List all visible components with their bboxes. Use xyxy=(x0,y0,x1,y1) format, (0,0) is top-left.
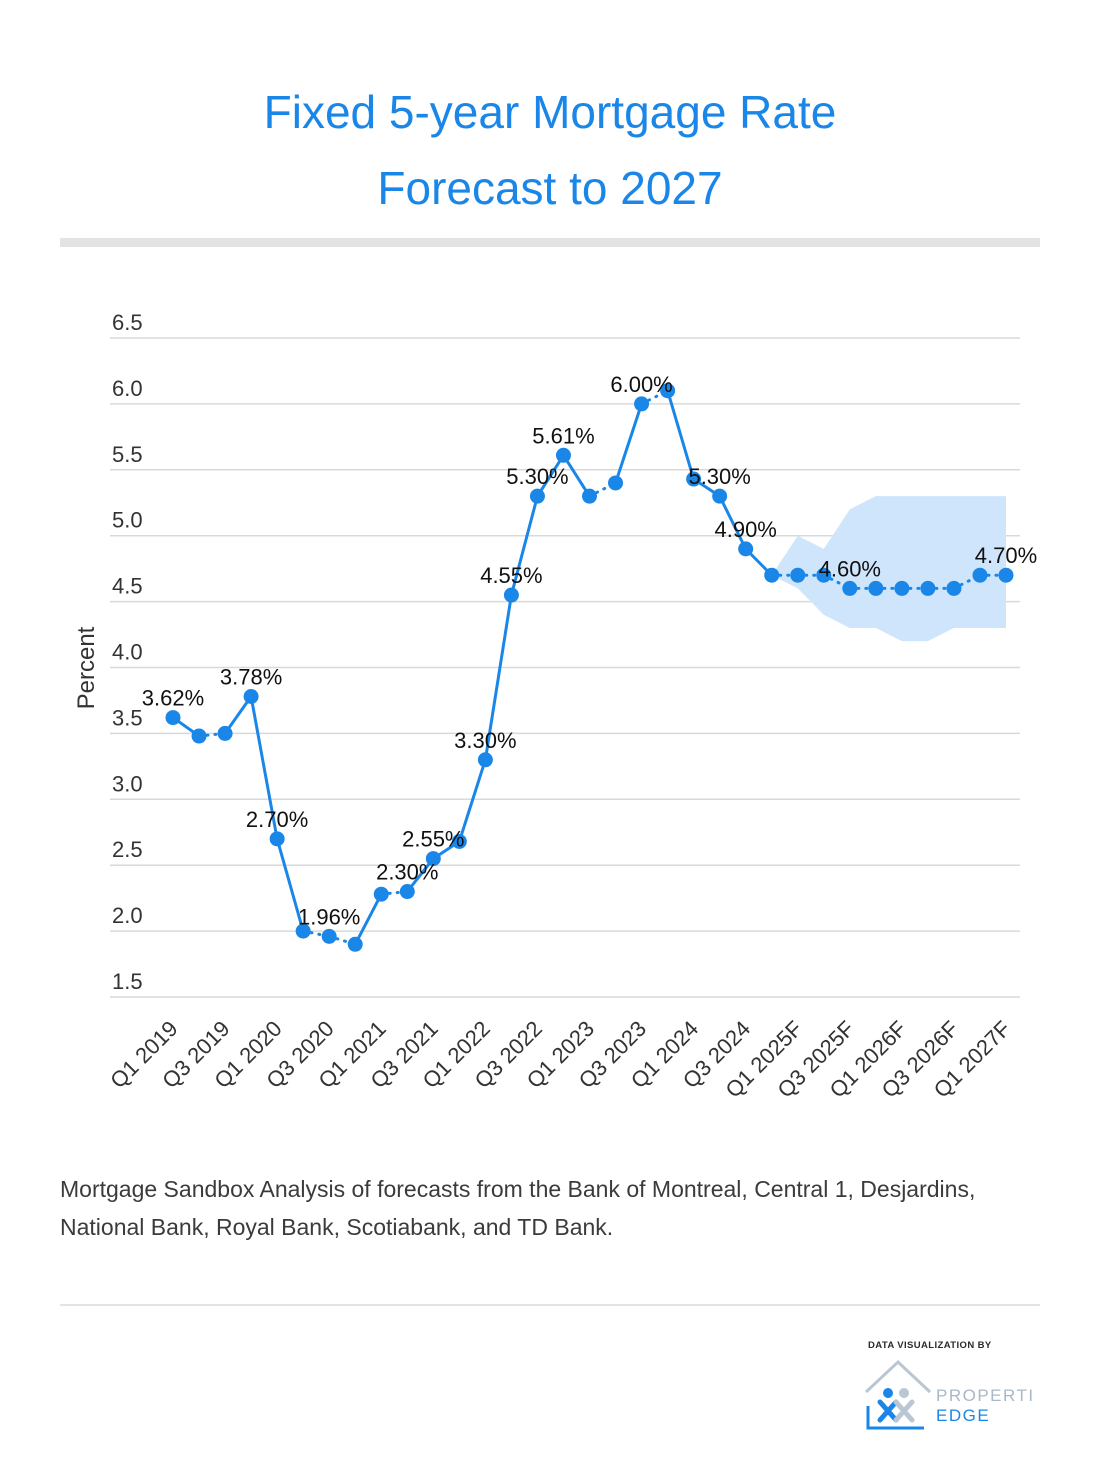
data-point xyxy=(451,833,467,849)
data-point xyxy=(972,567,988,583)
data-labels: 3.62% 3.78% 2.70% 1.96% 2.30% 2.55% 3.30% 4.55%… xyxy=(142,372,1037,929)
data-point xyxy=(712,488,728,504)
data-label: 2.70% xyxy=(246,807,308,832)
data-point xyxy=(790,567,806,583)
data-label: 4.90% xyxy=(714,517,776,542)
data-point xyxy=(321,928,337,944)
line-chart: 1.5 2.0 2.5 3.0 3.5 4.0 4.5 5.0 5.5 6.0 6.5 Q1 201… xyxy=(73,310,1037,1103)
data-point xyxy=(165,710,181,726)
grid-lines xyxy=(110,337,1020,998)
data-point xyxy=(503,587,519,603)
data-point xyxy=(555,447,571,463)
data-point xyxy=(946,580,962,596)
line-segment xyxy=(614,402,644,485)
line-segment xyxy=(353,892,383,946)
data-point xyxy=(608,475,624,491)
data-point xyxy=(686,471,702,487)
data-point xyxy=(191,728,207,744)
title-line-2: Forecast to 2027 xyxy=(377,162,723,214)
forecast-band-area xyxy=(771,496,1006,642)
y-axis-label: Percent xyxy=(73,626,100,709)
title-line-1: Fixed 5-year Mortgage Rate xyxy=(263,86,837,138)
data-point xyxy=(842,580,858,596)
y-tick-label: 4.5 xyxy=(112,574,143,599)
credit-label: DATA VISUALIZATION BY xyxy=(868,1340,992,1351)
data-point xyxy=(920,580,936,596)
data-point xyxy=(347,936,363,952)
line-segment xyxy=(718,494,748,551)
data-point xyxy=(816,567,832,583)
data-label: 5.30% xyxy=(506,464,568,489)
data-label: 1.96% xyxy=(298,904,360,929)
line-segment xyxy=(457,758,487,843)
properti-edge-logo: PROPERTI EDGE xyxy=(862,1356,1035,1432)
data-label: 3.62% xyxy=(142,686,204,711)
line-segment xyxy=(666,389,696,481)
y-tick-label: 3.0 xyxy=(112,771,143,796)
top-divider xyxy=(60,238,1040,247)
data-point xyxy=(243,688,259,704)
y-tick-label: 5.5 xyxy=(112,442,143,467)
data-point xyxy=(529,488,545,504)
data-point xyxy=(477,752,493,768)
line-segment xyxy=(275,837,305,933)
y-tick-label: 3.5 xyxy=(112,705,143,730)
y-axis-tick-labels: 1.5 2.0 2.5 3.0 3.5 4.0 4.5 5.0 5.5 6.0 6.5 xyxy=(112,310,143,994)
data-point xyxy=(738,541,754,557)
data-point xyxy=(295,923,311,939)
line-segment xyxy=(223,694,253,735)
line-segment xyxy=(483,593,513,762)
data-point xyxy=(998,567,1014,583)
series-points xyxy=(165,383,1014,952)
data-point xyxy=(868,580,884,596)
data-point xyxy=(764,567,780,583)
data-label: 3.30% xyxy=(454,728,516,753)
bottom-divider xyxy=(60,1304,1040,1306)
data-point xyxy=(660,383,676,399)
data-point xyxy=(217,725,233,741)
data-label: 6.00% xyxy=(610,372,672,397)
data-label: 3.78% xyxy=(220,664,282,689)
line-segment xyxy=(535,453,565,498)
data-label: 4.55% xyxy=(480,563,542,588)
data-point xyxy=(425,851,441,867)
data-point xyxy=(582,488,597,504)
logo-text-edge: EDGE xyxy=(936,1406,991,1425)
house-icon xyxy=(864,1359,932,1430)
logo-text-properti: PROPERTI xyxy=(936,1386,1035,1405)
y-tick-label: 2.5 xyxy=(112,837,143,862)
data-point xyxy=(269,831,285,847)
y-tick-label: 1.5 xyxy=(112,969,143,994)
data-point xyxy=(634,396,650,412)
y-tick-label: 6.5 xyxy=(112,310,143,335)
chart-title: Fixed 5-year Mortgage Rate Forecast to 2… xyxy=(0,74,1100,226)
data-point xyxy=(373,886,389,902)
data-label: 2.55% xyxy=(402,827,464,852)
line-segment xyxy=(561,453,591,498)
y-tick-label: 5.0 xyxy=(112,508,143,533)
y-tick-label: 6.0 xyxy=(112,376,143,401)
data-label: 5.30% xyxy=(688,464,750,489)
data-point xyxy=(399,884,415,900)
data-point xyxy=(894,580,910,596)
line-segment xyxy=(509,494,539,597)
data-label: 2.30% xyxy=(376,860,438,885)
data-label: 5.61% xyxy=(532,423,594,448)
y-tick-label: 2.0 xyxy=(112,903,143,928)
line-segment xyxy=(249,694,279,841)
data-label: 4.70% xyxy=(975,543,1037,568)
source-note: Mortgage Sandbox Analysis of forecasts f… xyxy=(60,1176,976,1240)
y-tick-label: 4.0 xyxy=(112,640,143,665)
data-label: 4.60% xyxy=(819,556,881,581)
forecast-range-band xyxy=(771,496,1006,642)
